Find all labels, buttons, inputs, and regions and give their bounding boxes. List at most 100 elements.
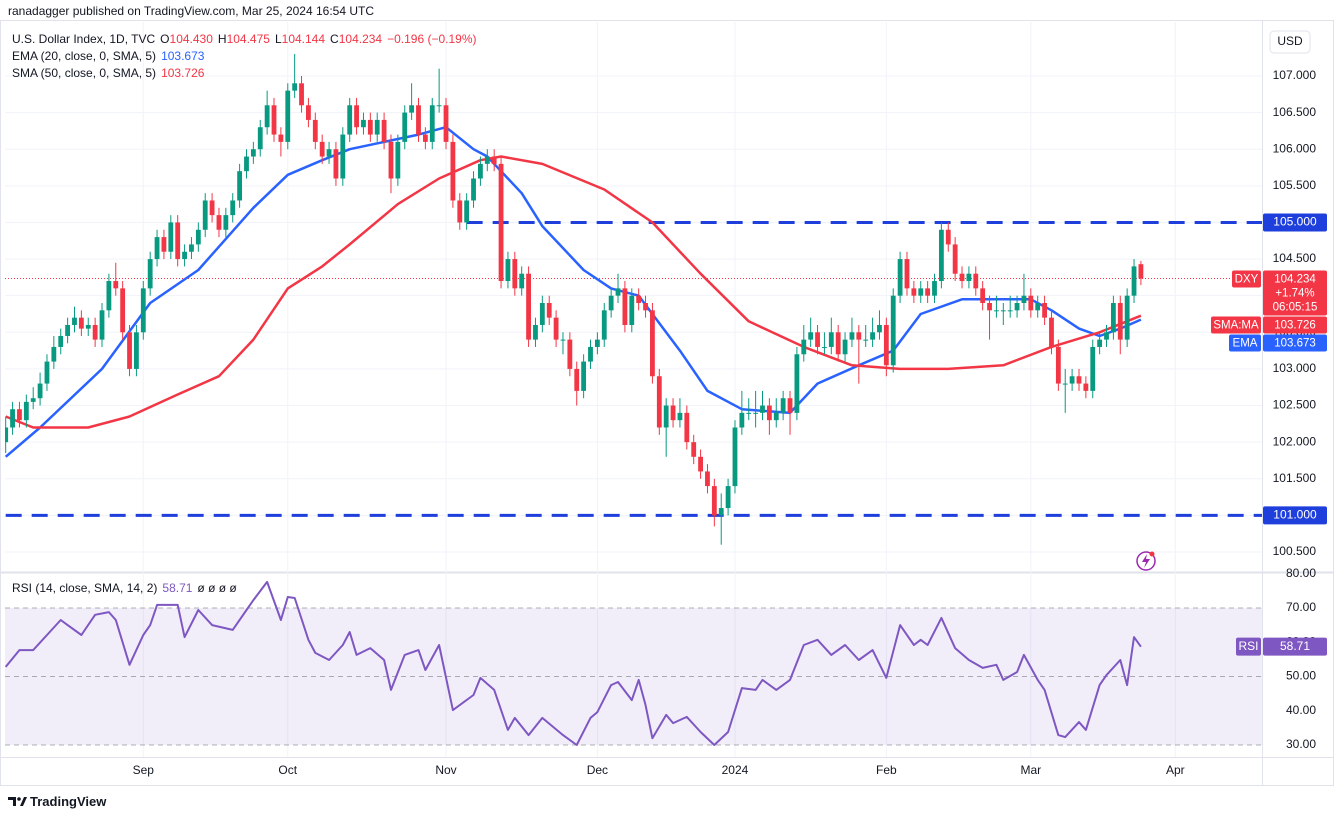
candle-body	[498, 163, 504, 282]
candle-body	[51, 346, 57, 362]
candle-body	[230, 200, 236, 216]
candle-body	[918, 288, 924, 296]
candle-body	[966, 273, 972, 282]
candle-body	[113, 281, 119, 289]
candle-body	[175, 222, 181, 260]
x-tick-label: 2024	[722, 763, 749, 777]
candle-body	[450, 141, 456, 201]
y-tick-label: 104.500	[1273, 251, 1317, 265]
rsi-tick-label: 30.00	[1286, 737, 1316, 751]
candle-body	[691, 442, 697, 457]
candle-body	[636, 295, 642, 304]
candle-body	[237, 171, 243, 201]
rsi-pane	[5, 580, 1262, 746]
y-tick-label: 102.000	[1273, 434, 1317, 448]
rsi-tag	[1263, 637, 1327, 656]
candle-body	[333, 149, 339, 179]
ohlc-key: H	[217, 32, 227, 46]
candle-body	[705, 471, 710, 487]
candle-body	[140, 288, 146, 333]
candle-body	[973, 273, 979, 289]
candle-body	[629, 295, 635, 325]
candle-body	[842, 339, 848, 355]
candle-body	[388, 141, 394, 179]
candle-body	[1035, 303, 1041, 311]
candle-body	[223, 215, 229, 230]
candle-body	[457, 200, 463, 223]
footer-brand: TradingView	[30, 794, 107, 809]
candle-body	[670, 405, 676, 421]
y-tick-label: 107.000	[1273, 68, 1317, 82]
y-tick-label: 106.000	[1273, 141, 1317, 155]
ohlc-value: 104.234	[338, 32, 383, 46]
x-tick-label: Dec	[587, 763, 608, 777]
candle-body	[1097, 339, 1103, 347]
ohlc-item: H104.475	[218, 32, 270, 46]
price-tag	[1263, 316, 1327, 334]
rsi-name-label: RSI	[1238, 639, 1258, 653]
candle-body	[938, 229, 944, 282]
candle-body	[134, 332, 139, 369]
candle-body	[574, 368, 580, 391]
candle-body	[739, 412, 745, 428]
candle-body	[932, 281, 937, 296]
price-tag	[1263, 334, 1327, 352]
x-tick-label: Mar	[1020, 763, 1041, 777]
candle-body	[526, 273, 531, 340]
candle-body	[945, 229, 951, 245]
candle-body	[30, 398, 36, 402]
candle-body	[870, 332, 875, 340]
level-tag-label: 105.000	[1273, 215, 1317, 229]
candle-body	[539, 303, 545, 325]
x-tick-label: Feb	[876, 763, 897, 777]
level-tag	[1263, 213, 1327, 232]
candle-body	[120, 288, 126, 333]
ohlc-value: 104.144	[281, 32, 326, 46]
rsi-line	[5, 580, 1142, 746]
candle-body	[1104, 332, 1109, 340]
candle-body	[808, 332, 814, 340]
candle-body	[189, 244, 194, 252]
price-tag-label: 06:05:15	[1273, 302, 1318, 314]
candle-body	[505, 259, 511, 282]
ohlc-item: L104.144	[275, 32, 325, 46]
candle-body	[822, 346, 827, 348]
x-tick-label: Nov	[435, 763, 456, 777]
candle-body	[1131, 266, 1137, 296]
candle-body	[725, 486, 731, 509]
indicator-value: 103.726	[161, 66, 205, 80]
candle-body	[58, 335, 64, 347]
candle-body	[656, 376, 662, 428]
ohlc-key: C	[330, 32, 339, 46]
candle-body	[519, 273, 525, 289]
candle-body	[588, 346, 593, 362]
candle-body	[17, 409, 22, 421]
candle-body	[78, 317, 84, 329]
y-tick-label: 105.500	[1273, 178, 1317, 192]
candle-body	[890, 295, 896, 366]
currency-button[interactable]	[1269, 30, 1311, 54]
candle-body	[753, 412, 759, 414]
candle-body	[760, 405, 765, 413]
ohlc-key: O	[160, 32, 170, 46]
candle-body	[484, 156, 490, 164]
candle-body	[567, 339, 573, 369]
y-tick-label: 106.500	[1273, 105, 1317, 119]
candle-body	[883, 324, 889, 366]
legend-main: U.S. Dollar Index, 1D, TVC O104.430 H104.4…	[12, 31, 477, 47]
price-pane	[5, 54, 1262, 545]
price-tag-label: +1.74%	[1275, 288, 1314, 300]
candle-body	[560, 339, 566, 341]
candle-body	[849, 332, 855, 340]
ohlc-key: L	[274, 32, 282, 46]
candle-body	[478, 163, 483, 179]
candle-body	[402, 112, 408, 142]
candle-body	[278, 134, 284, 142]
candle-body	[1042, 303, 1047, 318]
candle-body	[512, 259, 518, 289]
y-tick-label: 102.500	[1273, 398, 1317, 412]
candle-body	[828, 332, 834, 347]
price-tag	[1263, 270, 1327, 316]
candle-body	[250, 149, 256, 157]
candle-body	[1069, 376, 1075, 384]
